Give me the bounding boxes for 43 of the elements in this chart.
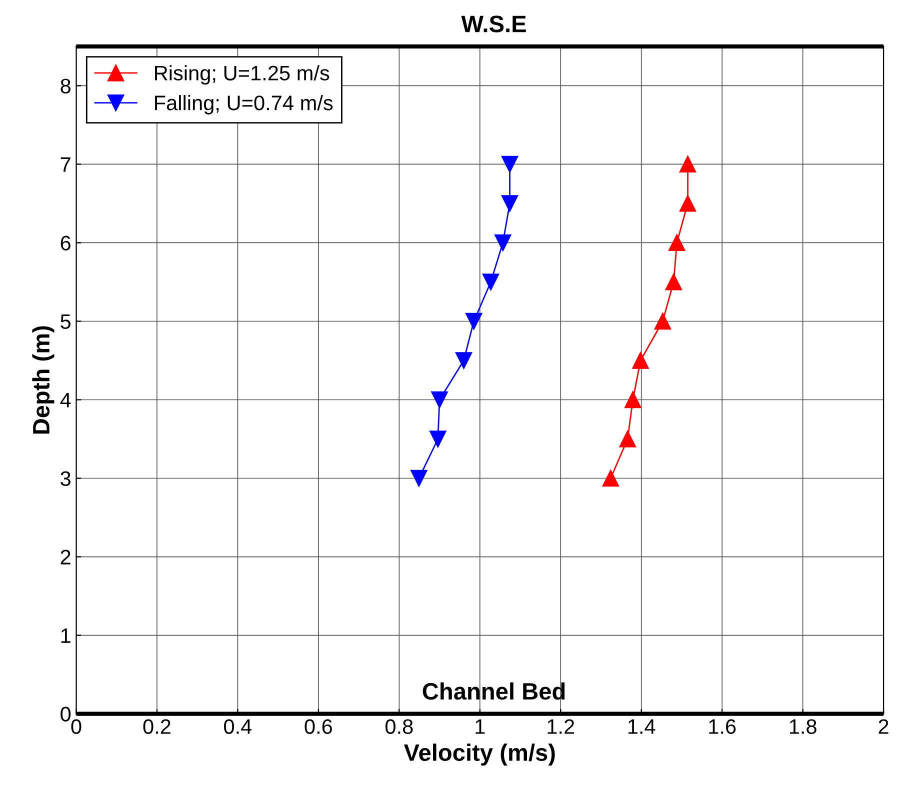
y-tick-label: 3 xyxy=(60,471,70,486)
x-tick-label: 1 xyxy=(476,719,485,734)
legend-label: Falling; U=0.74 m/s xyxy=(155,95,333,114)
x-tick-label: 1.6 xyxy=(709,719,736,734)
y-tick-label: 7 xyxy=(60,157,70,172)
x-tick-label: 2 xyxy=(878,719,888,734)
point xyxy=(632,352,649,369)
point xyxy=(602,470,620,487)
x-tick-label: 0.2 xyxy=(143,719,170,734)
y-tick-label: 0 xyxy=(60,706,71,722)
x-axis-title: Velocity (m/s) xyxy=(404,744,555,766)
point xyxy=(410,470,428,487)
ref-line-label: W.S.E xyxy=(461,16,526,32)
y-tick-label: 8 xyxy=(60,78,70,94)
point xyxy=(624,391,642,408)
y-tick-label: 6 xyxy=(60,236,70,250)
point xyxy=(482,274,500,290)
point xyxy=(665,274,682,290)
point xyxy=(668,234,686,252)
x-tick-label: 0.8 xyxy=(386,719,413,734)
point xyxy=(494,234,512,252)
y-tick-label: 2 xyxy=(60,550,70,564)
point xyxy=(619,430,636,448)
point xyxy=(654,312,672,330)
x-tick-label: 1.8 xyxy=(790,719,816,734)
point xyxy=(466,312,482,330)
point xyxy=(501,195,518,212)
x-tick-label: 0.4 xyxy=(224,719,252,734)
x-tick-label: 0 xyxy=(71,719,82,734)
point xyxy=(431,391,448,408)
x-tick-label: 1.2 xyxy=(548,719,574,734)
y-tick-label: 4 xyxy=(60,392,71,408)
point xyxy=(679,156,696,173)
point xyxy=(455,352,472,369)
point xyxy=(679,195,696,212)
y-tick-label: 1 xyxy=(61,628,70,643)
y-tick-label: 5 xyxy=(60,314,71,329)
y-axis-title: Depth (m) xyxy=(32,326,54,434)
point xyxy=(430,430,446,448)
point xyxy=(501,156,518,173)
x-tick-label: 0.6 xyxy=(304,719,332,734)
legend-label: Rising; U=1.25 m/s xyxy=(155,65,330,85)
x-tick-label: 1.4 xyxy=(628,719,656,734)
